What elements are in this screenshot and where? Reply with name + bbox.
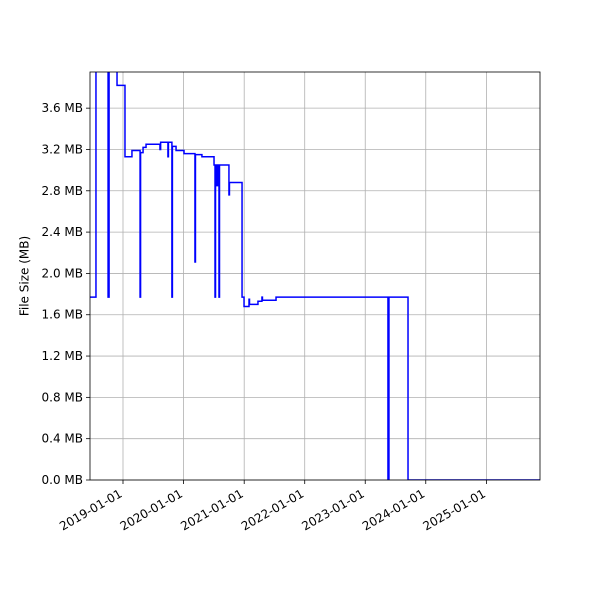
y-tick-label: 3.6 MB [42, 101, 83, 115]
y-tick-label: 0.4 MB [42, 432, 83, 446]
y-tick-label: 0.8 MB [42, 390, 83, 404]
axes-frame [89, 71, 541, 481]
y-axis-label: File Size (MB) [18, 236, 32, 316]
y-tick-label: 1.6 MB [42, 308, 83, 322]
y-tick-label: 1.2 MB [42, 349, 83, 363]
y-tick-label: 2.8 MB [42, 184, 83, 198]
y-tick-label: 3.2 MB [42, 142, 83, 156]
y-tick-label: 2.0 MB [42, 266, 83, 280]
data-line [90, 72, 540, 480]
y-tick-label: 0.0 MB [42, 473, 83, 487]
y-tick-label: 2.4 MB [42, 225, 83, 239]
plot-area [90, 72, 540, 480]
